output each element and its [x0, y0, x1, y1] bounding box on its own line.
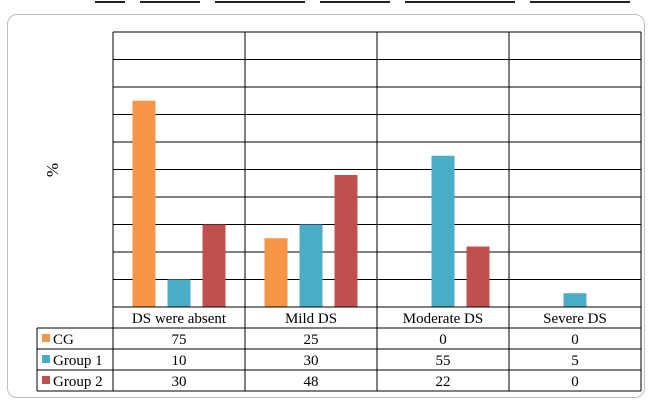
category-label: Mild DS [285, 311, 337, 327]
chart-frame [7, 14, 645, 398]
table-value: 0 [571, 374, 579, 390]
table-value: 22 [436, 374, 451, 390]
table-value: 55 [436, 353, 451, 369]
table-value: 0 [439, 332, 447, 348]
bar-group-1-3 [563, 293, 587, 307]
legend-label: Group 1 [53, 353, 103, 369]
table-value: 0 [571, 332, 579, 348]
bar-group-1-1 [299, 224, 323, 307]
bar-group-1-2 [431, 155, 455, 307]
table-value: 75 [172, 332, 187, 348]
gridlines [112, 31, 642, 391]
bars [132, 100, 587, 307]
table-value: 5 [571, 353, 579, 369]
bar-group-2-1 [334, 175, 358, 307]
legend-key-group-1 [42, 355, 50, 363]
table-value: 30 [172, 374, 187, 390]
table-value: 10 [172, 353, 187, 369]
bar-group-2-2 [466, 246, 490, 307]
legend-label: Group 2 [53, 374, 103, 390]
y-axis-label: % [43, 163, 62, 177]
table-value: 25 [304, 332, 319, 348]
bar-group-1-0 [167, 279, 191, 307]
data-table: DS were absent Mild DS Moderate DS Severe D… [36, 306, 641, 392]
category-label: Severe DS [543, 311, 607, 327]
category-label: DS were absent [132, 311, 227, 327]
table-value: 48 [304, 374, 319, 390]
bar-cg-1 [264, 238, 288, 307]
category-label: Moderate DS [403, 311, 483, 327]
table-value: 30 [304, 353, 319, 369]
top-text-strip [0, 0, 655, 12]
legend-key-group-2 [42, 376, 50, 384]
legend-key-cg [42, 334, 50, 342]
bar-cg-0 [132, 100, 156, 307]
legend-label: CG [53, 332, 74, 348]
bar-group-2-0 [202, 224, 226, 307]
